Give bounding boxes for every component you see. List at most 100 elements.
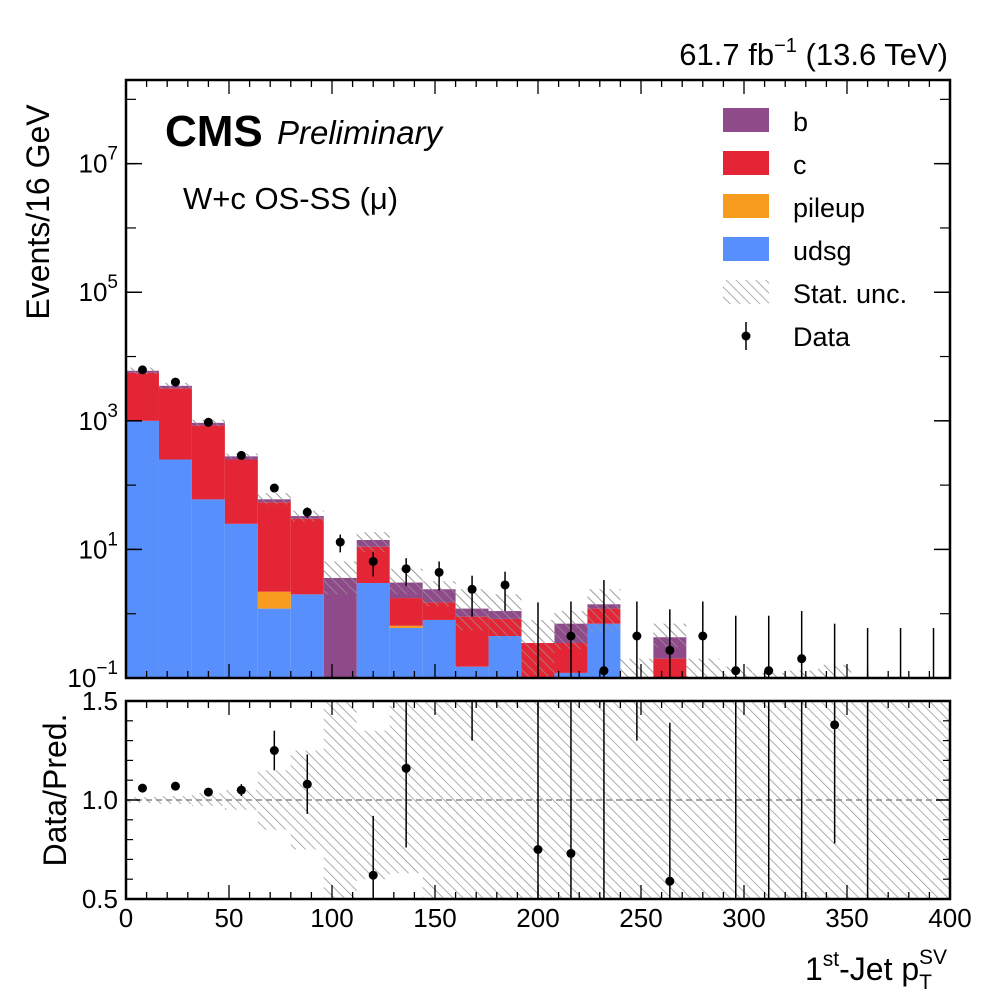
cms-label: CMS bbox=[165, 107, 263, 156]
data-point-9 bbox=[434, 567, 444, 577]
ratio-point-3 bbox=[236, 785, 246, 795]
c-bar-0 bbox=[126, 372, 159, 421]
main-y-axis-title: Events/16 GeV bbox=[20, 104, 56, 320]
data-point-11 bbox=[500, 580, 510, 590]
data-point-13 bbox=[566, 631, 576, 641]
legend-entry-unc: Stat. unc. bbox=[723, 279, 907, 309]
data-points bbox=[137, 365, 935, 678]
x-tick-label-1: 50 bbox=[215, 903, 244, 933]
ratio-y-tick-label-2: 1.5 bbox=[82, 686, 118, 716]
c-bar-2 bbox=[191, 425, 225, 500]
ratio-point-2 bbox=[203, 787, 213, 797]
y-tick-label-3: 105 bbox=[79, 272, 119, 307]
ratio-y-axis-title: Data/Pred. bbox=[37, 714, 73, 867]
legend-entry-udsg: udsg bbox=[723, 236, 852, 266]
x-tick-label-5: 250 bbox=[619, 903, 662, 933]
pileup-bar-8 bbox=[389, 625, 423, 628]
data-point-2 bbox=[203, 417, 213, 427]
legend: bc pileup udsg Stat. unc. Data bbox=[723, 107, 907, 352]
data-point-6 bbox=[335, 537, 345, 547]
energy-label: (13.6 TeV) bbox=[797, 37, 948, 72]
c-bar-9 bbox=[422, 602, 456, 620]
legend-label-unc: Stat. unc. bbox=[793, 279, 907, 309]
legend-swatch-c bbox=[723, 151, 769, 175]
udsg-bar-11 bbox=[488, 636, 522, 678]
ratio-point-13 bbox=[566, 848, 576, 858]
b-bar-6 bbox=[323, 577, 357, 678]
ratio-point-21 bbox=[830, 720, 840, 730]
data-point-18 bbox=[731, 666, 741, 676]
data-point-0 bbox=[137, 365, 147, 375]
udsg-bar-10 bbox=[455, 666, 489, 678]
ratio-unc-band-0 bbox=[126, 797, 159, 803]
c-bar-4 bbox=[257, 502, 291, 592]
stat-unc-overlay-6 bbox=[323, 561, 357, 595]
data-point-1 bbox=[170, 377, 180, 387]
x-tick-label-0: 0 bbox=[119, 903, 133, 933]
ratio-point-4 bbox=[269, 746, 279, 755]
data-point-16 bbox=[665, 645, 675, 655]
ratio-point-12 bbox=[533, 845, 543, 854]
lumi-superscript: −1 bbox=[774, 35, 797, 57]
ratio-y-tick-label-1: 1.0 bbox=[82, 785, 118, 815]
x-axis-title: 1st-Jet pTSV bbox=[805, 946, 947, 994]
stat-unc-overlay-7 bbox=[356, 532, 390, 553]
udsg-bar-2 bbox=[191, 499, 225, 678]
ratio-unc-band-1 bbox=[158, 796, 192, 804]
legend-label-pileup: pileup bbox=[793, 193, 865, 223]
data-point-19 bbox=[764, 666, 774, 676]
data-point-17 bbox=[698, 631, 708, 641]
legend-swatch-pileup bbox=[723, 194, 769, 218]
x-tick-label-3: 150 bbox=[413, 903, 456, 933]
c-bar-5 bbox=[290, 518, 324, 595]
channel-label: W+c OS-SS (μ) bbox=[183, 181, 398, 216]
udsg-bar-8 bbox=[389, 627, 423, 678]
legend-label-data: Data bbox=[793, 322, 851, 352]
x-tick-label-7: 350 bbox=[825, 903, 868, 933]
ratio-point-5 bbox=[302, 779, 312, 789]
udsg-bar-1 bbox=[158, 459, 192, 678]
x-tick-label-2: 100 bbox=[310, 903, 353, 933]
data-point-5 bbox=[302, 507, 312, 517]
udsg-bar-5 bbox=[290, 594, 324, 678]
udsg-bar-9 bbox=[422, 619, 456, 678]
pileup-bar-4 bbox=[257, 591, 291, 609]
ratio-point-16 bbox=[665, 876, 675, 886]
c-bar-8 bbox=[389, 598, 423, 626]
stat-unc-overlay-4 bbox=[257, 493, 291, 505]
y-tick-label-2: 103 bbox=[79, 401, 119, 436]
ratio-point-1 bbox=[170, 781, 180, 791]
x-tick-label-8: 400 bbox=[928, 903, 971, 933]
data-point-15 bbox=[632, 631, 642, 641]
legend-entry-c: c bbox=[723, 150, 807, 180]
legend-label-b: b bbox=[793, 107, 808, 137]
y-tick-label-0: 10−1 bbox=[67, 658, 118, 693]
ratio-y-tick-label-0: 0.5 bbox=[82, 884, 118, 914]
stacked-histograms bbox=[126, 367, 852, 678]
c-bar-3 bbox=[224, 459, 258, 524]
c-bar-1 bbox=[158, 388, 192, 460]
udsg-bar-4 bbox=[257, 608, 291, 678]
data-point-8 bbox=[401, 564, 411, 574]
legend-swatch-b bbox=[723, 108, 769, 132]
udsg-bar-7 bbox=[356, 583, 390, 678]
data-point-20 bbox=[797, 654, 807, 664]
ratio-point-0 bbox=[137, 783, 147, 793]
data-point-7 bbox=[368, 556, 378, 566]
legend-entry-b: b bbox=[723, 107, 808, 137]
legend-entry-data: Data bbox=[741, 322, 851, 352]
preliminary-label: Preliminary bbox=[277, 114, 445, 151]
ratio-unc-band-4 bbox=[257, 770, 291, 830]
ratio-point-8 bbox=[401, 763, 411, 773]
ratio-panel: 0 50 100 150 200 250 300 350 400 0.5 1.0 1.5 Data/P… bbox=[37, 686, 972, 994]
x-tick-label-6: 300 bbox=[722, 903, 765, 933]
legend-entry-pileup: pileup bbox=[723, 193, 865, 223]
main-panel: 10−1 101 103 105 107 CMS Preliminary W+c OS-… bbox=[20, 78, 952, 693]
ratio-point-7 bbox=[368, 870, 378, 880]
data-point-3 bbox=[236, 450, 246, 460]
data-point-4 bbox=[269, 483, 279, 493]
y-tick-label-1: 101 bbox=[79, 529, 119, 564]
legend-swatch-udsg bbox=[723, 237, 769, 261]
legend-swatch-unc bbox=[723, 280, 769, 304]
